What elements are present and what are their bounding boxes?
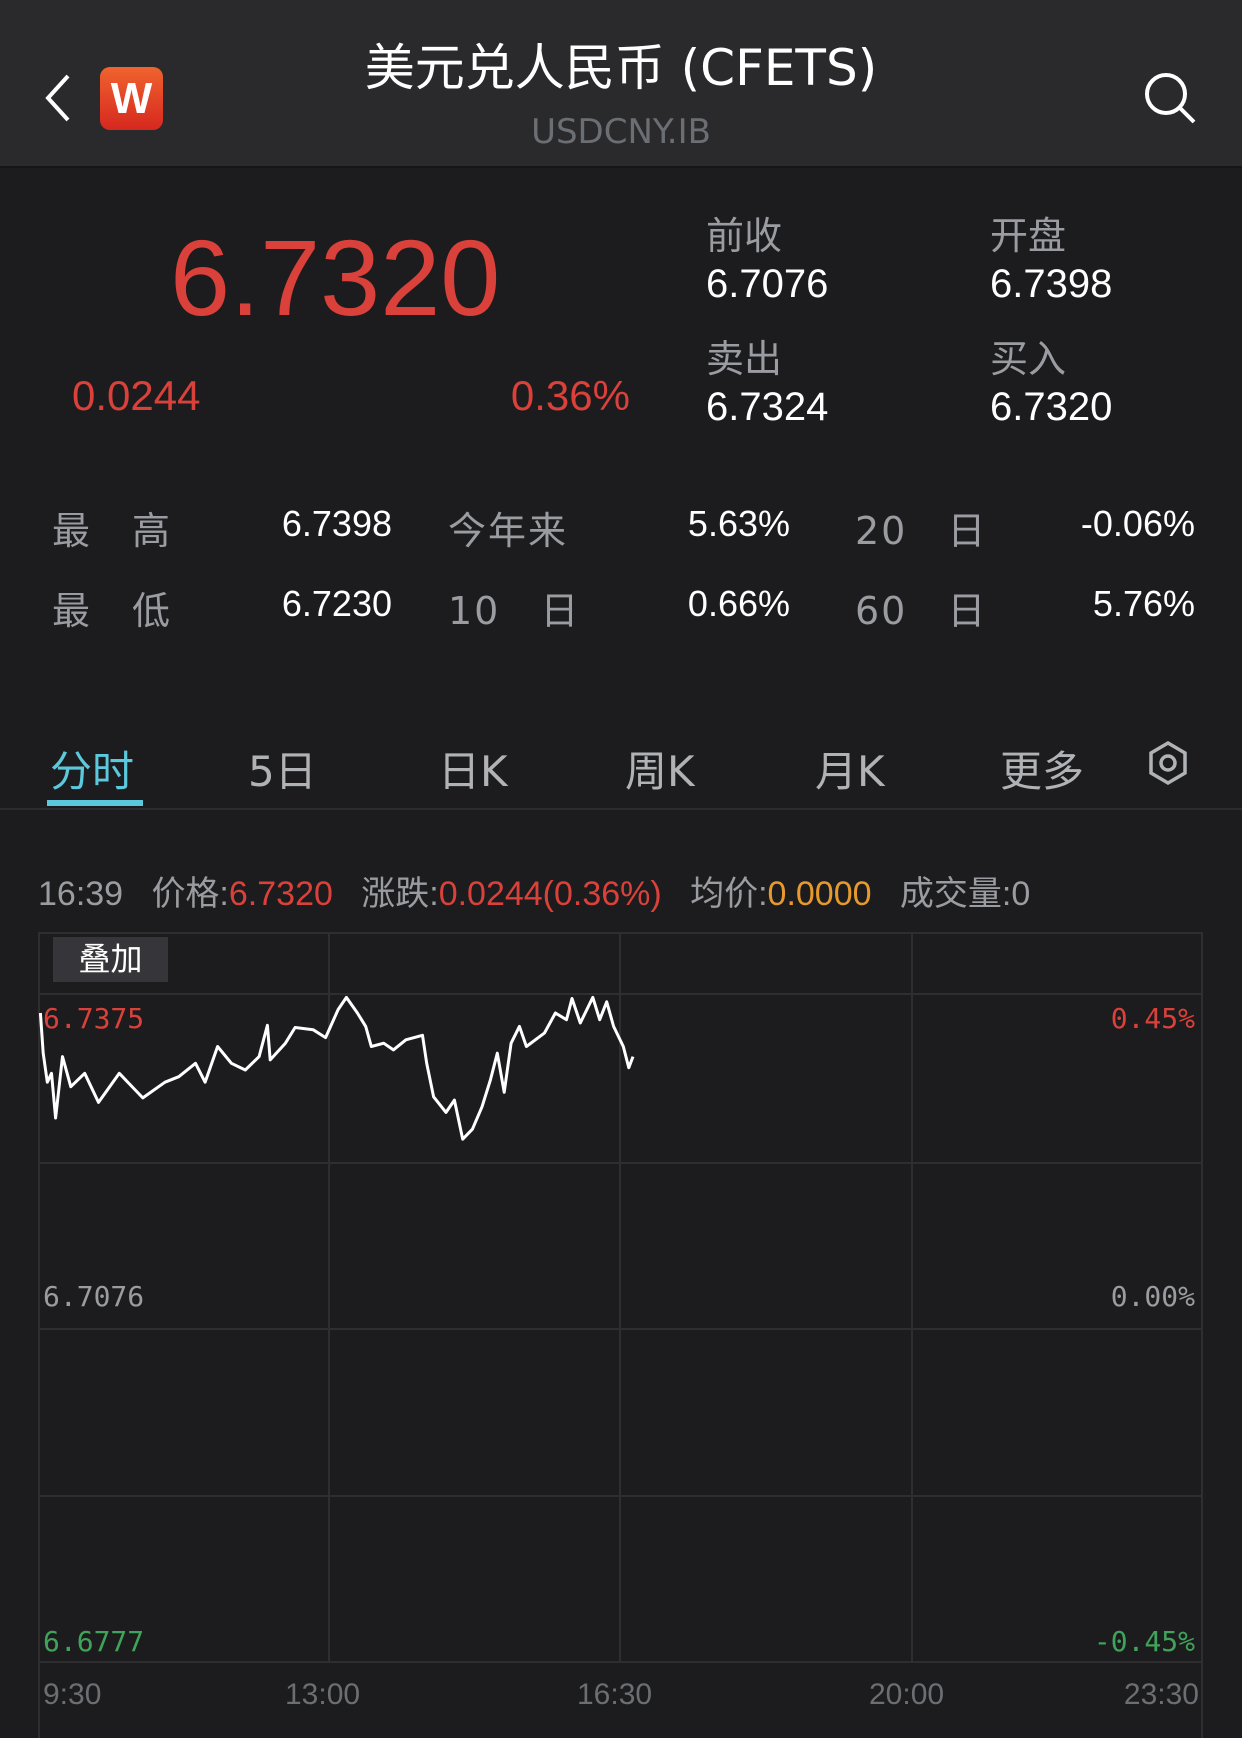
y-tick-left: 6.7375 xyxy=(43,1002,145,1035)
y-tick-right: 0.45% xyxy=(1110,1002,1195,1035)
stat-label: 60 日 xyxy=(855,589,988,633)
y-tick-left: 6.6777 xyxy=(43,1625,145,1658)
info-price: 6.7320 xyxy=(228,875,333,913)
prev-close-label: 前收 xyxy=(706,214,783,258)
bid-value: 6.7320 xyxy=(990,385,1113,429)
search-icon[interactable] xyxy=(1142,70,1198,126)
active-tab-indicator xyxy=(47,800,143,806)
overlay-button[interactable]: 叠加 xyxy=(53,937,168,982)
stat-value: -0.06% xyxy=(1080,503,1195,544)
info-change-label: 涨跌: xyxy=(361,875,439,913)
tab-5day[interactable]: 5日 xyxy=(248,747,317,796)
prev-close-value: 6.7076 xyxy=(706,262,829,306)
price-change: 0.0244 xyxy=(72,372,201,419)
tab-monthly-k[interactable]: 月K xyxy=(815,747,885,796)
tab-intraday[interactable]: 分时 xyxy=(50,747,135,796)
open-value: 6.7398 xyxy=(990,262,1113,306)
stat-label: 最 高 xyxy=(52,509,173,553)
ticker-symbol: USDCNY.IB xyxy=(531,112,711,152)
ask-label: 卖出 xyxy=(706,337,783,381)
stat-value: 0.66% xyxy=(687,583,790,624)
y-tick-right: -0.45% xyxy=(1093,1625,1195,1658)
stat-value: 5.63% xyxy=(687,503,790,544)
tab-weekly-k[interactable]: 周K xyxy=(625,747,695,796)
tab-more[interactable]: 更多 xyxy=(1000,747,1085,796)
stat-label: 今年来 xyxy=(448,509,569,553)
info-change: 0.0244(0.36%) xyxy=(438,875,662,913)
crosshair-info: 16:39 价格:6.7320 涨跌:0.0244(0.36%) 均价:0.00… xyxy=(38,866,1030,915)
stat-value: 5.76% xyxy=(1092,583,1195,624)
bid-label: 买入 xyxy=(990,337,1067,381)
info-avg: 0.0000 xyxy=(767,875,872,913)
info-volume-label: 成交量: xyxy=(899,875,1012,913)
x-tick: 20:00 xyxy=(869,1678,945,1711)
price-change-pct: 0.36% xyxy=(510,372,630,419)
stat-label: 最 低 xyxy=(52,589,173,633)
top-bar: W 美元兑人民币 (CFETS) USDCNY.IB xyxy=(0,0,1242,168)
info-avg-label: 均价: xyxy=(690,875,768,913)
hexagon-gear-icon[interactable] xyxy=(1146,740,1190,786)
info-volume: 0 xyxy=(1011,875,1031,913)
page-title: 美元兑人民币 (CFETS) xyxy=(364,39,878,97)
stat-label: 10 日 xyxy=(448,589,581,633)
info-price-label: 价格: xyxy=(151,875,229,913)
y-tick-right: 0.00% xyxy=(1110,1280,1195,1313)
divider xyxy=(0,808,1242,810)
app-logo[interactable]: W xyxy=(100,67,163,130)
open-label: 开盘 xyxy=(990,214,1067,258)
tab-daily-k[interactable]: 日K xyxy=(438,747,508,796)
stat-value: 6.7230 xyxy=(281,583,392,624)
current-price: 6.7320 xyxy=(170,217,501,338)
chevron-left-icon[interactable] xyxy=(40,70,80,126)
x-tick: 16:30 xyxy=(577,1678,653,1711)
info-time: 16:39 xyxy=(38,875,124,913)
x-tick: 23:30 xyxy=(1123,1678,1199,1711)
y-tick-left: 6.7076 xyxy=(43,1280,145,1313)
stat-value: 6.7398 xyxy=(281,503,392,544)
x-tick: 13:00 xyxy=(285,1678,361,1711)
x-tick: 9:30 xyxy=(43,1678,102,1711)
chart-frame xyxy=(38,932,1203,1663)
ask-value: 6.7324 xyxy=(706,385,829,429)
stat-label: 20 日 xyxy=(855,509,988,553)
